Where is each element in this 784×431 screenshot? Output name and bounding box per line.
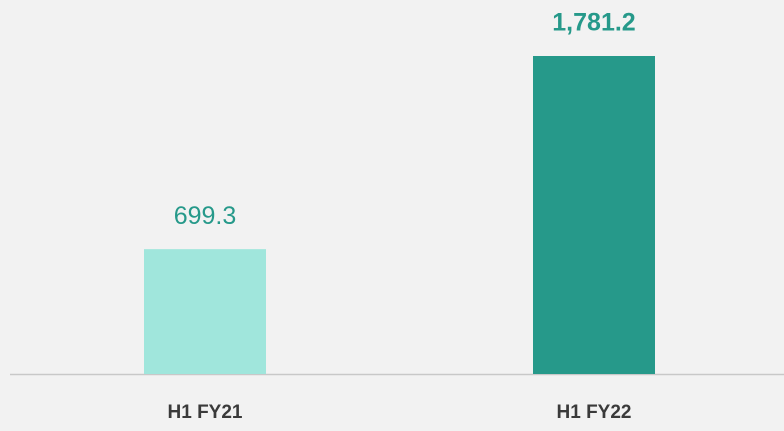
x-tick-label: H1 FY21 bbox=[168, 402, 243, 423]
bar bbox=[533, 56, 655, 374]
bar bbox=[144, 249, 266, 374]
x-tick-label: H1 FY22 bbox=[557, 402, 632, 423]
value-label: 1,781.2 bbox=[552, 9, 635, 37]
value-label: 699.3 bbox=[174, 202, 237, 230]
